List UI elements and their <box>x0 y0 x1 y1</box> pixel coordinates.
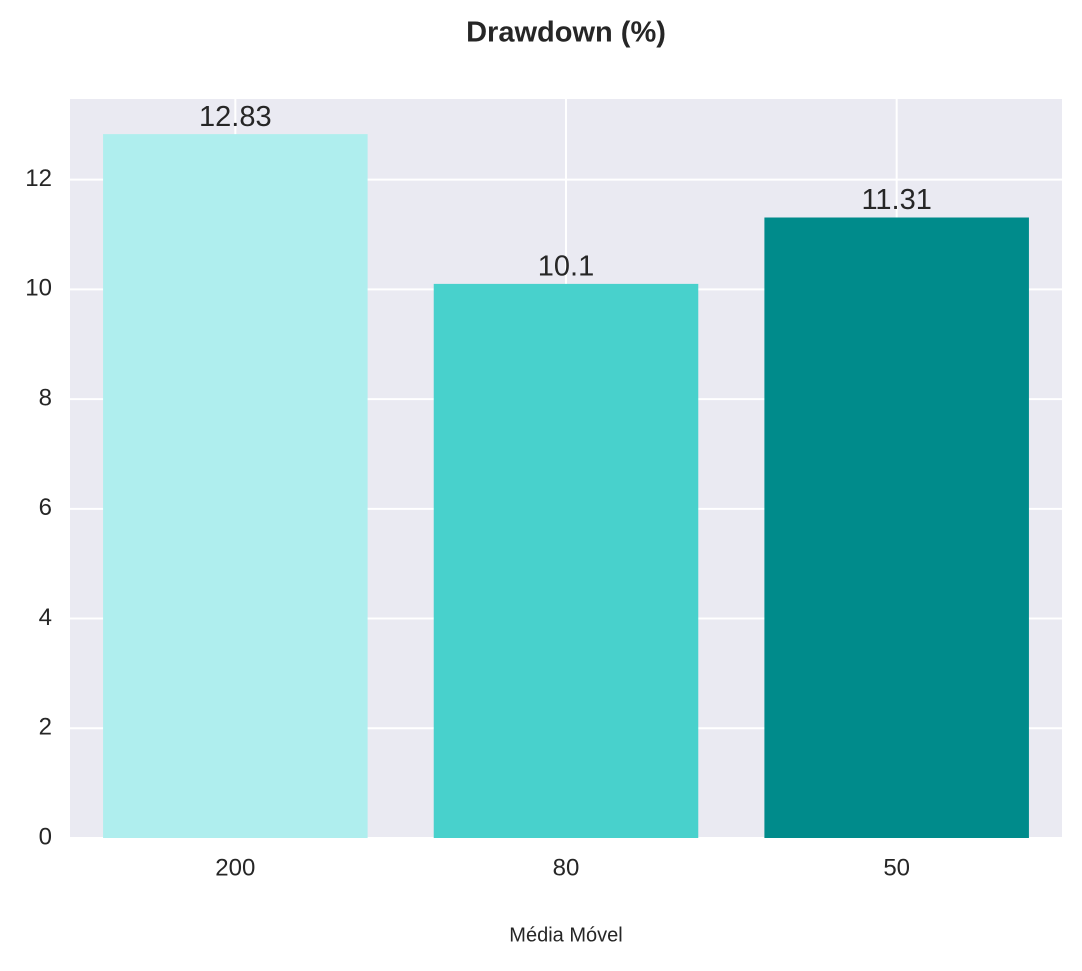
y-tick-label: 8 <box>39 384 52 411</box>
y-tick-label: 6 <box>39 494 52 521</box>
y-tick-label: 10 <box>25 275 52 302</box>
x-tick-label: 50 <box>883 854 910 881</box>
y-tick-label: 4 <box>39 604 52 631</box>
x-axis-label: Média Móvel <box>509 924 622 946</box>
x-tick-label: 80 <box>553 854 580 881</box>
chart-title: Drawdown (%) <box>466 17 666 49</box>
value-label: 11.31 <box>861 184 931 216</box>
x-tick-label: 200 <box>215 854 255 881</box>
value-label: 12.83 <box>199 101 272 133</box>
value-label: 10.1 <box>538 251 594 283</box>
y-tick-label: 12 <box>25 165 52 192</box>
y-tick-label: 0 <box>39 823 52 850</box>
bar <box>433 283 699 838</box>
bar <box>764 217 1029 838</box>
bar <box>103 134 368 838</box>
y-tick-label: 2 <box>39 714 52 741</box>
